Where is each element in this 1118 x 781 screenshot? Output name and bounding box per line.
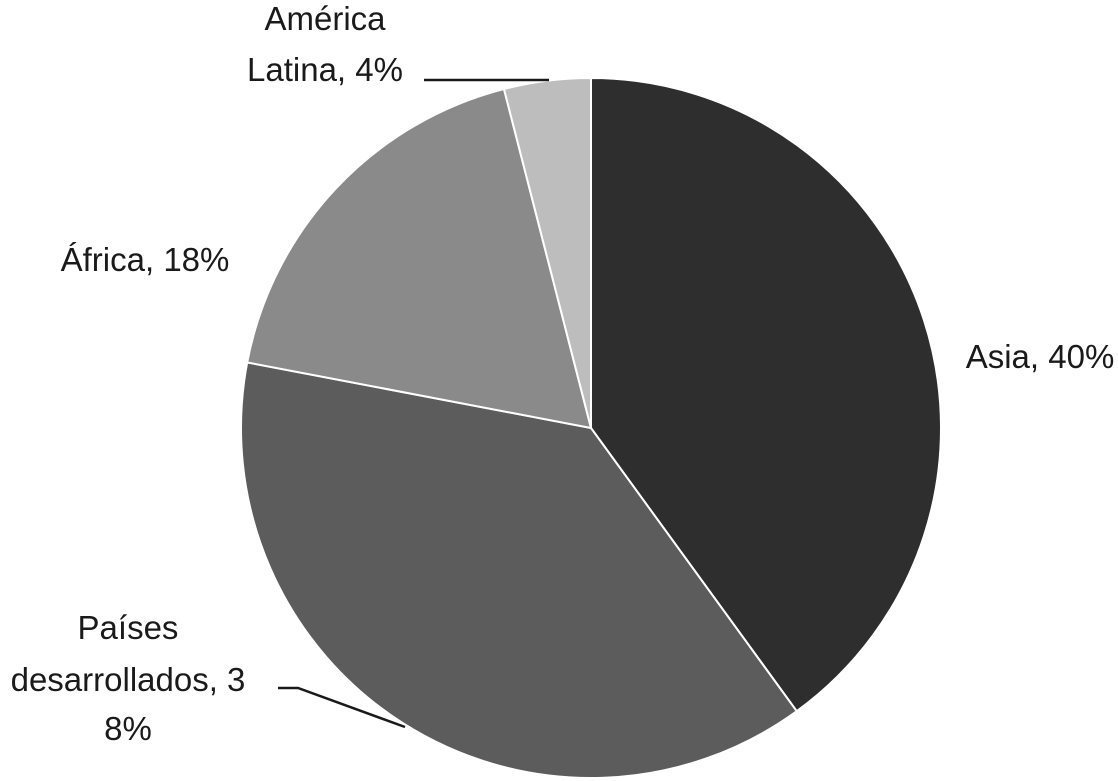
leader-line-paises-desarrollados <box>278 686 406 729</box>
data-label-paises-desarrollados-line-3: 8% <box>104 710 152 747</box>
data-label-africa: África, 18% <box>61 241 230 278</box>
data-label-america-latina-line-2: Latina, 4% <box>247 51 403 88</box>
pie-slice-asia <box>590 76 942 713</box>
pie-slices <box>240 76 942 779</box>
pie-slice-paises-desarrollados <box>240 361 799 779</box>
data-label-america-latina-line-1: América <box>264 0 386 37</box>
pie-slice-africa <box>246 87 593 430</box>
data-labels: Asia, 40% Países desarrollados, 3 8% África,… <box>11 0 1115 747</box>
leader-lines <box>278 78 549 729</box>
data-label-asia: Asia, 40% <box>966 338 1115 375</box>
data-label-paises-desarrollados-line-1: Países <box>78 609 179 646</box>
data-label-paises-desarrollados-line-2: desarrollados, 3 <box>11 661 246 698</box>
